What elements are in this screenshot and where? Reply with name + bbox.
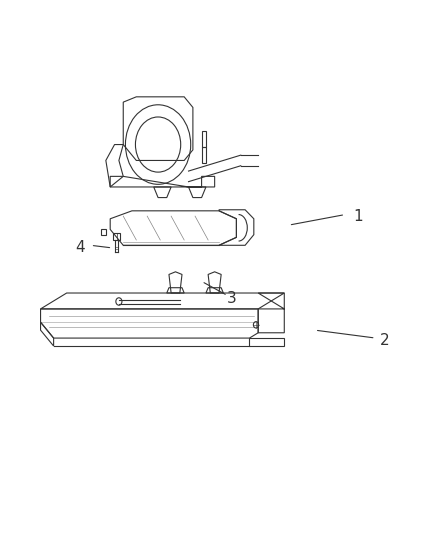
Text: 1: 1	[353, 208, 363, 224]
Text: 2: 2	[380, 333, 389, 348]
Text: 3: 3	[227, 291, 237, 306]
Text: 4: 4	[75, 240, 85, 255]
